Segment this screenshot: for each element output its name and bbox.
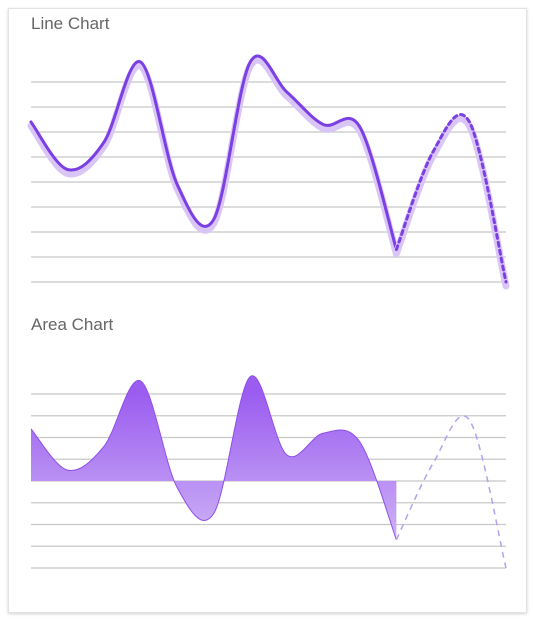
- line-chart-series: [29, 54, 398, 251]
- line-chart-series: [394, 113, 508, 284]
- area-chart-series: [30, 375, 397, 540]
- chart-card: Line Chart Area Chart: [8, 8, 527, 613]
- line-chart-title: Line Chart: [31, 14, 110, 33]
- area-chart-series-projection: [395, 415, 507, 569]
- area-chart-series-fill: [31, 375, 397, 540]
- area-chart-title: Area Chart: [31, 315, 114, 334]
- area-chart: [30, 375, 507, 569]
- line-chart: [27, 54, 510, 290]
- line-chart-series-shadow: [27, 56, 400, 257]
